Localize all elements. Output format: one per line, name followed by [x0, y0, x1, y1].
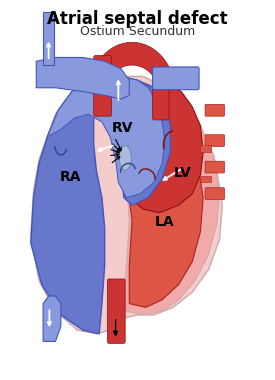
FancyBboxPatch shape	[205, 161, 224, 173]
Text: Atrial septal defect: Atrial septal defect	[47, 10, 228, 28]
FancyBboxPatch shape	[205, 105, 224, 116]
Polygon shape	[43, 296, 61, 342]
Bar	[200, 176, 211, 182]
Polygon shape	[118, 80, 219, 315]
Text: RA: RA	[60, 170, 81, 184]
Polygon shape	[36, 57, 129, 99]
Bar	[200, 145, 211, 152]
FancyBboxPatch shape	[108, 279, 125, 344]
Polygon shape	[31, 76, 170, 334]
FancyBboxPatch shape	[205, 135, 224, 146]
Polygon shape	[124, 107, 203, 307]
Polygon shape	[47, 76, 165, 198]
Text: LV: LV	[174, 166, 191, 180]
FancyBboxPatch shape	[94, 55, 111, 116]
FancyBboxPatch shape	[153, 67, 199, 90]
Text: RV: RV	[112, 120, 133, 135]
Ellipse shape	[119, 146, 131, 170]
Polygon shape	[43, 12, 54, 65]
Polygon shape	[31, 76, 222, 334]
Polygon shape	[124, 84, 203, 213]
Text: LA: LA	[155, 215, 175, 229]
Text: Ostium Secundum: Ostium Secundum	[80, 25, 195, 38]
FancyBboxPatch shape	[153, 67, 169, 120]
Polygon shape	[89, 42, 175, 90]
FancyBboxPatch shape	[205, 188, 224, 200]
